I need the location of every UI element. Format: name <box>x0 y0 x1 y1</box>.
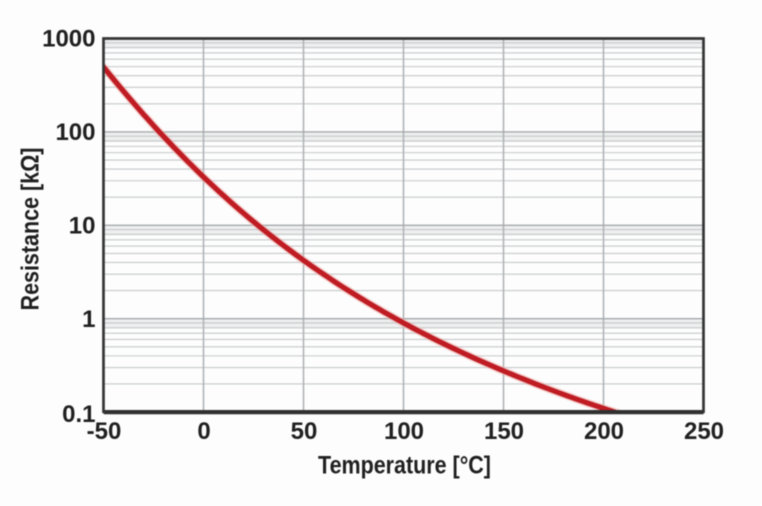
svg-text:10: 10 <box>69 213 96 240</box>
svg-text:150: 150 <box>484 418 524 445</box>
svg-text:250: 250 <box>684 418 724 445</box>
svg-text:-50: -50 <box>87 418 122 445</box>
svg-text:Temperature [°C]: Temperature [°C] <box>318 451 491 479</box>
svg-text:50: 50 <box>291 418 318 445</box>
svg-text:1000: 1000 <box>42 25 95 52</box>
svg-text:0: 0 <box>197 418 210 445</box>
svg-text:100: 100 <box>384 418 424 445</box>
svg-text:1: 1 <box>82 306 95 333</box>
svg-text:Resistance [kΩ]: Resistance [kΩ] <box>16 148 44 311</box>
svg-text:100: 100 <box>55 119 95 146</box>
svg-text:0.1: 0.1 <box>62 401 95 428</box>
svg-text:200: 200 <box>584 418 624 445</box>
